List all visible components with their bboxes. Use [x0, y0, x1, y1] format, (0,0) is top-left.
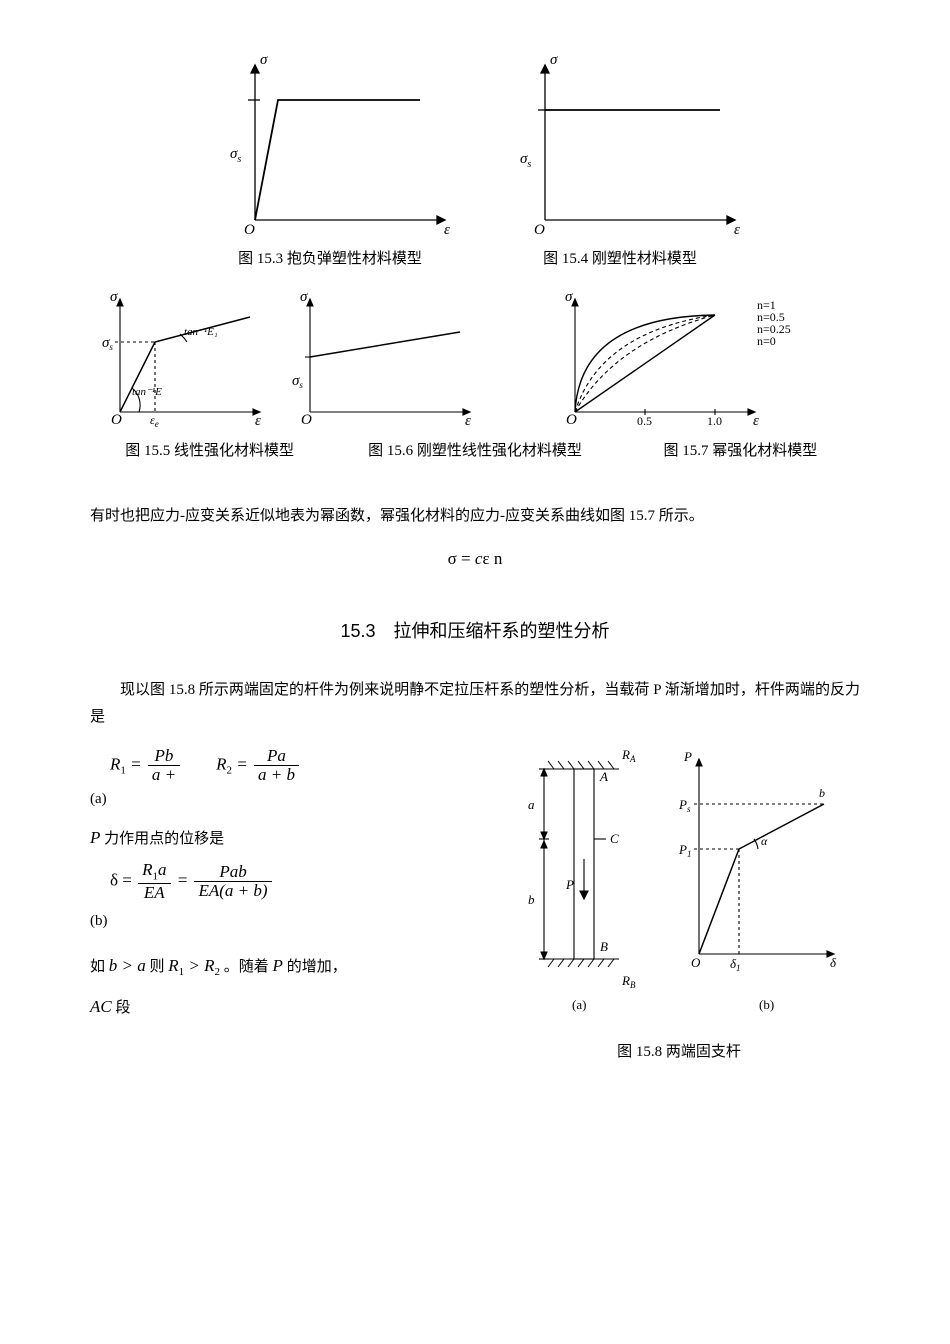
- two-column: R1 = Pba + R2 = Paa + b (a) P 力作用点的位移是 δ…: [90, 739, 860, 1080]
- svg-text:P1: P1: [678, 842, 691, 859]
- svg-text:RA: RA: [621, 747, 636, 764]
- svg-text:O: O: [244, 222, 255, 238]
- figure-15-8: RA A C B RB P a b P Ps P1 α b O δ1 δ (a)…: [498, 739, 860, 1080]
- svg-text:b: b: [819, 786, 825, 800]
- svg-text:tan⁻¹E₁: tan⁻¹E₁: [184, 326, 218, 338]
- svg-text:C: C: [610, 831, 619, 846]
- caption-15-5: 图 15.5 线性强化材料模型: [90, 438, 329, 465]
- svg-text:α: α: [761, 834, 768, 848]
- svg-text:b: b: [528, 892, 535, 907]
- svg-text:σs: σs: [520, 151, 531, 170]
- svg-text:εe: εe: [150, 413, 159, 429]
- caption-row-2: 图 15.5 线性强化材料模型 图 15.6 刚塑性线性强化材料模型 图 15.…: [90, 432, 860, 479]
- svg-text:RB: RB: [621, 973, 636, 990]
- svg-text:O: O: [111, 412, 122, 428]
- paragraph-5: AC 段: [90, 992, 488, 1023]
- figure-row-1: σ σs ε O 图 15.3 抱负弹塑性材料模型 σ σs ε O 图 15.…: [90, 50, 860, 287]
- svg-text:O: O: [301, 412, 312, 428]
- svg-text:δ1: δ1: [730, 956, 741, 973]
- svg-text:tan⁻¹E: tan⁻¹E: [132, 386, 162, 398]
- paragraph-1: 有时也把应力-应变关系近似地表为幂函数，幂强化材料的应力-应变关系曲线如图 15…: [90, 503, 860, 530]
- paragraph-3: P 力作用点的位移是: [90, 823, 488, 854]
- svg-text:n=0: n=0: [757, 334, 776, 348]
- figure-row-2: σ σs tan⁻¹E₁ tan⁻¹E εe ε O σ σs ε O: [90, 287, 860, 432]
- svg-text:ε: ε: [465, 413, 471, 429]
- svg-text:1.0: 1.0: [707, 414, 722, 428]
- svg-text:a: a: [528, 797, 535, 812]
- figure-15-3: σ σs ε O 图 15.3 抱负弹塑性材料模型: [200, 50, 460, 287]
- figure-15-4: σ σs ε O 图 15.4 刚塑性材料模型: [490, 50, 750, 287]
- svg-text:O: O: [691, 955, 701, 970]
- equation-a: R1 = Pba + R2 = Paa + b: [110, 747, 488, 784]
- equation-power: σ = cε n: [90, 544, 860, 575]
- svg-text:σ: σ: [565, 289, 573, 305]
- svg-text:σs: σs: [102, 335, 113, 352]
- svg-text:ε: ε: [734, 222, 740, 238]
- equation-tag-a: (a): [90, 786, 488, 813]
- svg-text:A: A: [599, 769, 608, 784]
- svg-text:0.5: 0.5: [637, 414, 652, 428]
- caption-15-7: 图 15.7 幂强化材料模型: [621, 438, 860, 465]
- section-title: 15.3 拉伸和压缩杆系的塑性分析: [90, 615, 860, 647]
- figure-15-5: σ σs tan⁻¹E₁ tan⁻¹E εe ε O: [90, 287, 270, 432]
- svg-text:(b): (b): [759, 997, 774, 1012]
- paragraph-2: 现以图 15.8 所示两端固定的杆件为例来说明静不定拉压杆系的塑性分析，当载荷 …: [90, 677, 860, 731]
- caption-15-3: 图 15.3 抱负弹塑性材料模型: [200, 246, 460, 273]
- svg-text:P: P: [565, 877, 574, 892]
- svg-text:σ: σ: [550, 52, 558, 68]
- equation-b: δ = R1aEA = PabEA(a + b): [110, 861, 488, 902]
- svg-text:Ps: Ps: [678, 797, 691, 814]
- paragraph-4: 如 b > a 则 R1 > R2 。随着 P 的增加，: [90, 947, 488, 984]
- svg-text:σ: σ: [110, 289, 118, 305]
- caption-15-8: 图 15.8 两端固支杆: [498, 1039, 860, 1066]
- svg-text:P: P: [683, 749, 692, 764]
- svg-text:ε: ε: [753, 413, 759, 429]
- svg-text:O: O: [566, 412, 577, 428]
- axis-sigma: σ: [260, 52, 268, 68]
- svg-text:O: O: [534, 222, 545, 238]
- svg-text:σs: σs: [230, 146, 241, 165]
- svg-text:B: B: [600, 939, 608, 954]
- svg-text:δ: δ: [830, 955, 837, 970]
- caption-15-4: 图 15.4 刚塑性材料模型: [490, 246, 750, 273]
- svg-text:σs: σs: [292, 373, 303, 390]
- svg-text:ε: ε: [444, 222, 450, 238]
- figure-15-7: σ ε O 0.5 1.0 n=1 n=0.5 n=0.25 n=0: [490, 287, 860, 432]
- svg-text:σ: σ: [300, 289, 308, 305]
- svg-text:(a): (a): [572, 997, 586, 1012]
- figure-15-6: σ σs ε O: [280, 287, 480, 432]
- svg-text:ε: ε: [255, 413, 261, 429]
- caption-15-6: 图 15.6 刚塑性线性强化材料模型: [343, 438, 606, 465]
- equation-tag-b: (b): [90, 908, 488, 935]
